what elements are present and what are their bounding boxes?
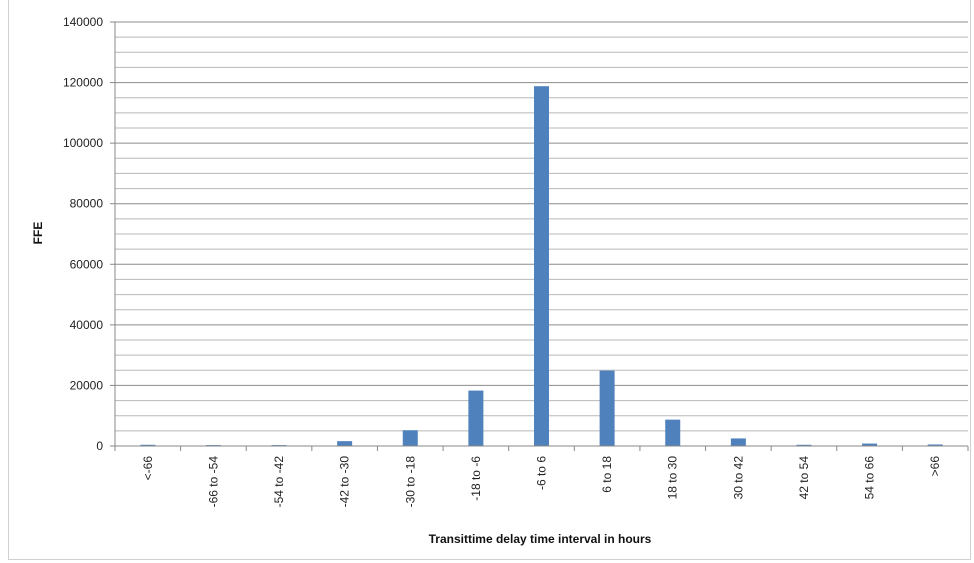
x-tick-label: -18 to -6	[469, 456, 483, 501]
x-tick-label: 42 to 54	[797, 456, 811, 500]
x-tick-label: -30 to -18	[403, 456, 417, 508]
bar	[862, 443, 878, 446]
x-tick-label: 6 to 18	[600, 456, 614, 493]
y-tick-label: 100000	[63, 136, 103, 150]
bar	[468, 390, 484, 446]
y-tick-label: 20000	[70, 378, 104, 392]
y-tick-label: 120000	[63, 76, 103, 90]
bar	[927, 444, 943, 446]
bar	[599, 370, 615, 446]
y-tick-label: 40000	[70, 318, 104, 332]
x-axis-title: Transittime delay time interval in hours	[429, 532, 652, 546]
y-tick-label: 0	[96, 439, 103, 453]
y-tick-label: 80000	[70, 197, 104, 211]
y-axis-ticks: 0 20000 40000 60000 80000 100000 120000 140000	[63, 15, 115, 453]
bar	[337, 441, 353, 446]
x-tick-label: 18 to 30	[666, 456, 680, 500]
bars	[140, 86, 943, 446]
bar	[402, 430, 418, 446]
x-tick-label: <-66	[141, 456, 155, 481]
x-tick-label: -6 to 6	[535, 456, 549, 490]
bar	[534, 86, 549, 446]
x-tick-label: 54 to 66	[863, 456, 877, 500]
bar	[796, 444, 812, 446]
x-tick-label: -66 to -54	[206, 456, 220, 508]
x-tick-label: >66	[928, 456, 942, 477]
x-tick-label: -42 to -30	[338, 456, 352, 508]
x-axis-ticks: <-66 -66 to -54 -54 to -42 -42 to -30 -30 to…	[114, 446, 969, 508]
y-tick-label: 60000	[70, 257, 104, 271]
y-tick-label: 140000	[63, 15, 103, 29]
bar	[730, 438, 746, 446]
x-tick-label: 30 to 42	[731, 456, 745, 500]
bar	[665, 419, 681, 446]
y-axis-title: FFE	[31, 222, 45, 245]
chart-frame	[8, 0, 971, 560]
x-tick-label: -54 to -42	[272, 456, 286, 508]
bar	[140, 444, 156, 446]
